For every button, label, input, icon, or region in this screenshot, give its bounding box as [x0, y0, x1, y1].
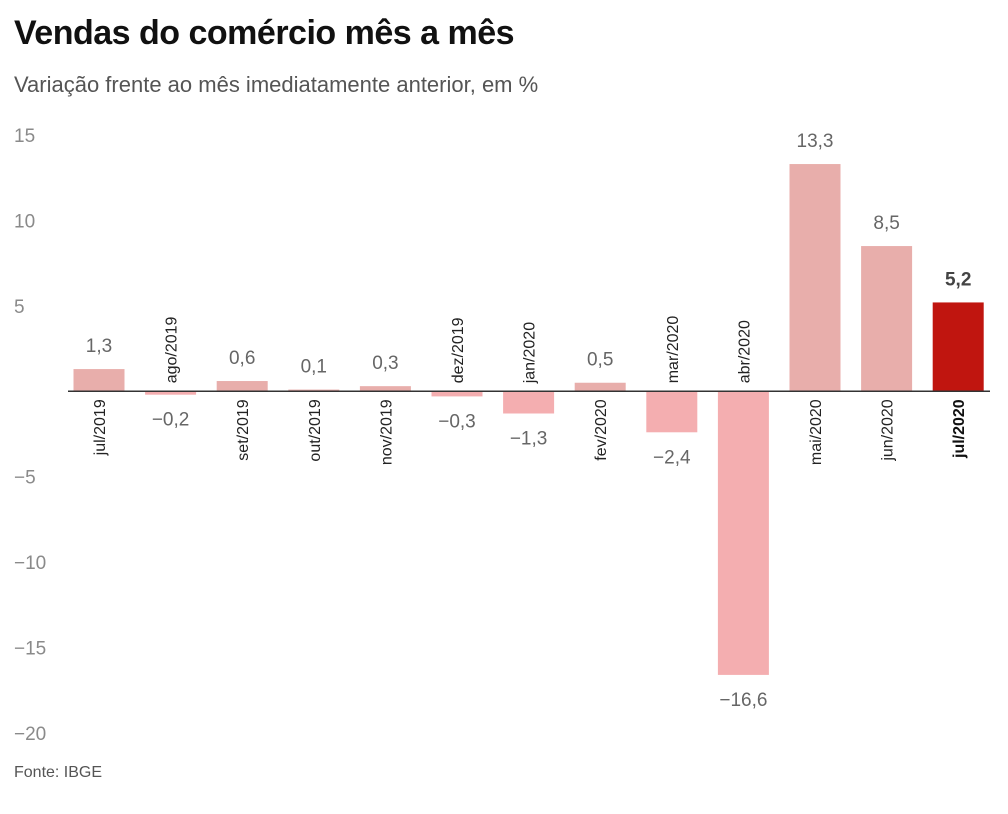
y-tick-label: −20	[14, 724, 46, 745]
data-label: 1,3	[86, 336, 112, 357]
bar	[431, 391, 483, 397]
bar	[359, 386, 411, 392]
category-label: dez/2019	[450, 317, 467, 383]
source-note: Fonte: IBGE	[14, 764, 103, 781]
bar	[145, 391, 197, 395]
bar	[932, 302, 984, 392]
category-label: nov/2019	[378, 399, 395, 465]
data-label: −0,3	[438, 411, 476, 432]
y-tick-label: −5	[14, 468, 36, 489]
category-label: mar/2020	[665, 316, 682, 384]
category-label: mai/2020	[808, 399, 825, 465]
category-label: out/2019	[307, 399, 324, 461]
data-label: 0,3	[372, 353, 398, 374]
category-label: jun/2020	[880, 399, 897, 461]
bar	[503, 391, 555, 414]
category-label: jan/2020	[522, 322, 539, 384]
data-label: 8,5	[873, 213, 899, 234]
y-tick-label: 5	[14, 297, 25, 318]
category-label: jul/2019	[92, 399, 109, 456]
y-tick-label: 15	[14, 126, 35, 147]
data-label: 0,5	[587, 350, 613, 371]
data-label: −1,3	[510, 428, 548, 449]
bar	[861, 246, 913, 392]
bar	[646, 391, 698, 433]
y-tick-label: −10	[14, 553, 46, 574]
data-label: 0,1	[301, 357, 327, 378]
data-label: −16,6	[719, 690, 767, 711]
category-label: jul/2020	[951, 399, 968, 459]
bar	[717, 391, 769, 675]
chart-title: Vendas do comércio mês a mês	[14, 14, 515, 52]
category-label: ago/2019	[164, 316, 181, 383]
bar	[574, 382, 626, 392]
category-label: fev/2020	[593, 399, 610, 460]
data-label: −2,4	[653, 447, 691, 468]
data-label: 13,3	[797, 131, 834, 152]
bar	[789, 164, 841, 392]
y-tick-label: 10	[14, 211, 35, 232]
bar	[216, 381, 268, 392]
chart-subtitle: Variação frente ao mês imediatamente ant…	[14, 72, 539, 97]
data-label: 0,6	[229, 348, 255, 369]
y-tick-label: −15	[14, 639, 46, 660]
category-label: set/2019	[235, 399, 252, 460]
bar	[288, 389, 340, 392]
data-label: 5,2	[945, 269, 971, 290]
bar	[73, 369, 125, 392]
category-label: abr/2020	[736, 320, 753, 383]
data-label: −0,2	[152, 410, 190, 431]
